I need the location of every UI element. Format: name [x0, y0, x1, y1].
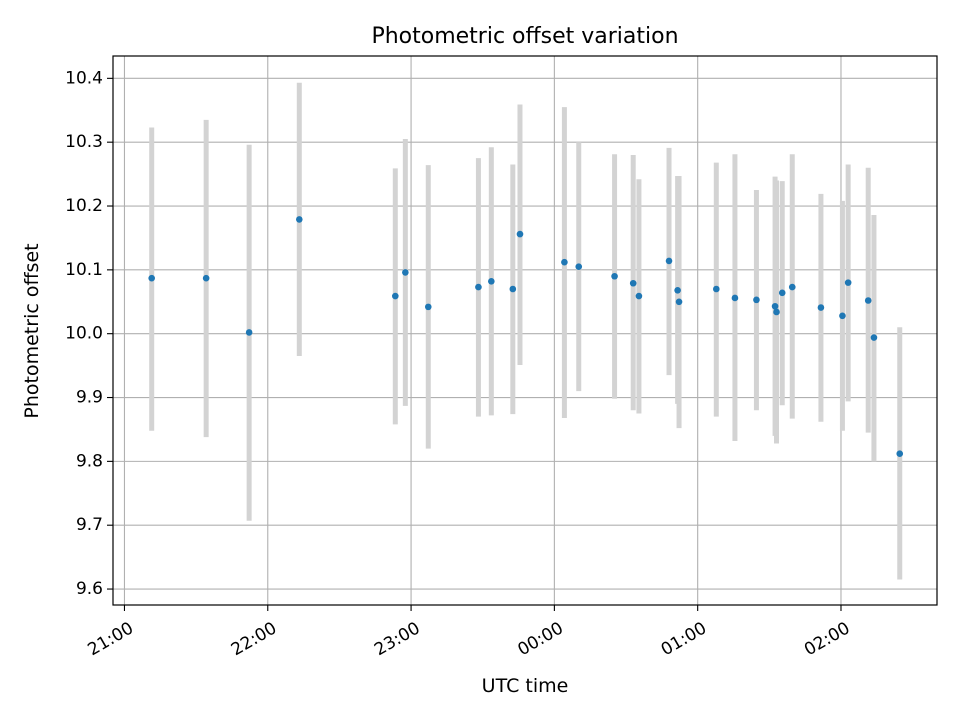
y-tick-label: 10.3	[65, 132, 103, 152]
x-tick-label: 23:00	[371, 618, 423, 660]
data-point	[295, 216, 303, 223]
data-point	[864, 297, 872, 304]
data-point	[509, 285, 517, 293]
data-point	[475, 283, 482, 291]
data-point	[402, 269, 409, 276]
x-axis-label: UTC time	[482, 675, 569, 697]
data-point	[575, 263, 583, 270]
chart-title: Photometric offset variation	[371, 24, 678, 49]
data-point	[839, 312, 846, 320]
data-point	[817, 304, 825, 311]
grid-layer	[113, 56, 937, 605]
y-tick-label: 9.8	[76, 451, 103, 471]
data-point	[392, 292, 399, 300]
data-point	[635, 292, 643, 300]
x-axis-ticks: 21:00 22:00 23:00 00:00 01:00 02:00	[85, 605, 853, 660]
x-tick-label: 21:00	[85, 618, 137, 660]
data-point	[674, 286, 681, 294]
data-point	[245, 329, 253, 336]
data-point	[424, 303, 432, 311]
x-tick-label: 22:00	[228, 618, 280, 660]
errorbar-layer	[149, 82, 903, 580]
y-axis-ticks: 9.6 9.7 9.8 9.9 10.0 10.1 10.2 10.3 10.4	[65, 68, 113, 599]
y-tick-label: 9.9	[76, 388, 103, 408]
y-tick-label: 10.2	[65, 196, 103, 216]
data-point	[561, 258, 568, 266]
data-point	[202, 274, 210, 282]
x-tick-label: 01:00	[658, 618, 710, 660]
data-point	[788, 283, 796, 291]
plot-frame	[112, 55, 938, 606]
data-point	[844, 279, 852, 286]
x-tick-label: 00:00	[514, 618, 566, 660]
point-layer	[148, 216, 904, 458]
data-point	[629, 279, 637, 287]
data-point	[896, 450, 904, 458]
y-tick-label: 10.0	[65, 324, 103, 344]
y-tick-label: 10.1	[65, 260, 103, 280]
x-tick-label: 02:00	[801, 618, 853, 660]
data-point	[870, 334, 878, 341]
y-axis-label: Photometric offset	[21, 243, 43, 418]
y-tick-label: 9.6	[76, 579, 103, 599]
data-point	[675, 298, 683, 306]
data-point	[665, 257, 673, 265]
data-point	[611, 272, 618, 280]
data-point	[771, 302, 779, 310]
data-point	[148, 274, 155, 282]
data-point	[753, 296, 760, 304]
data-point	[516, 230, 524, 238]
data-point	[731, 294, 739, 302]
data-point	[773, 308, 780, 316]
data-point	[713, 285, 720, 293]
y-tick-label: 9.7	[76, 515, 103, 535]
data-point	[488, 278, 495, 285]
y-tick-label: 10.4	[65, 68, 103, 88]
data-point	[778, 289, 786, 297]
